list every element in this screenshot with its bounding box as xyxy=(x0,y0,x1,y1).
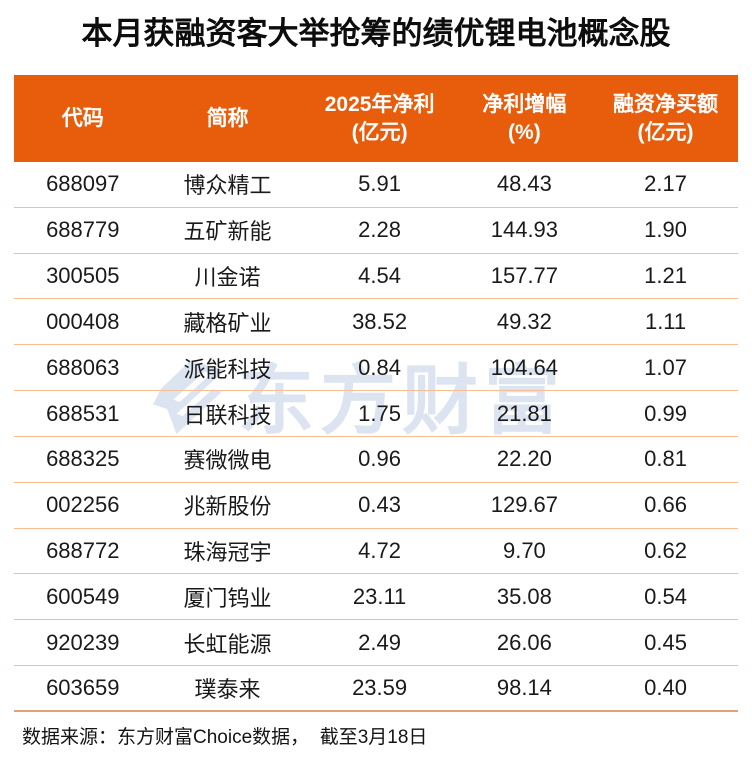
table-row: 688779 五矿新能 2.28 144.93 1.90 xyxy=(14,208,738,254)
net-profit-cell: 4.72 xyxy=(358,538,401,564)
header-profit-growth: 净利增幅 (%) xyxy=(456,75,594,162)
profit-growth-cell: 129.67 xyxy=(490,492,559,518)
profit-growth-cell: 144.93 xyxy=(490,217,559,243)
table-header-row: 代码 简称 2025年净利 (亿元) 净利增幅 (%) 融资净买额 (亿 xyxy=(14,75,738,162)
header-profit-growth-line2: (%) xyxy=(508,120,541,144)
stock-name-cell: 璞泰来 xyxy=(194,677,261,703)
stock-name-cell: 珠海冠宇 xyxy=(183,540,272,566)
stock-code-cell: 300505 xyxy=(46,263,120,289)
net-buy-cell: 0.45 xyxy=(644,629,687,655)
net-profit-cell: 5.91 xyxy=(358,171,401,197)
net-profit-cell: 2.28 xyxy=(358,217,401,243)
header-net-profit: 2025年净利 (亿元) xyxy=(304,75,456,162)
stock-name-cell: 日联科技 xyxy=(183,402,272,428)
infographic-page: 东方财富 本月获融资客大举抢筹的绩优锂电池概念股 代码 简称 2025年净利 (… xyxy=(0,12,752,773)
stock-name-cell: 博众精工 xyxy=(183,173,272,199)
header-net-buy-line1: 融资净买额 xyxy=(613,92,719,116)
profit-growth-cell: 104.64 xyxy=(490,354,559,380)
net-profit-cell: 4.54 xyxy=(358,263,401,289)
header-net-profit-line1: 2025年净利 xyxy=(324,92,435,116)
profit-growth-cell: 21.81 xyxy=(496,400,552,426)
table-row: 300505 川金诺 4.54 157.77 1.21 xyxy=(14,254,738,300)
net-profit-cell: 23.59 xyxy=(352,675,408,701)
stock-code-cell: 920239 xyxy=(46,629,120,655)
header-name: 简称 xyxy=(152,75,304,162)
net-profit-cell: 0.84 xyxy=(358,354,401,380)
profit-growth-cell: 26.06 xyxy=(496,629,552,655)
stock-name-cell: 藏格矿业 xyxy=(183,310,272,336)
stock-code-cell: 688097 xyxy=(46,171,120,197)
header-name-line1: 简称 xyxy=(206,106,249,130)
header-code-line1: 代码 xyxy=(61,106,104,130)
net-profit-cell: 0.43 xyxy=(358,492,401,518)
stock-name-cell: 派能科技 xyxy=(183,356,272,382)
stock-code-cell: 688063 xyxy=(46,354,120,380)
table-row: 603659 璞泰来 23.59 98.14 0.40 xyxy=(14,666,738,712)
net-buy-cell: 2.17 xyxy=(644,171,687,197)
stock-name-cell: 赛微微电 xyxy=(183,448,272,474)
table-row: 002256 兆新股份 0.43 129.67 0.66 xyxy=(14,483,738,529)
table-row: 688097 博众精工 5.91 48.43 2.17 xyxy=(14,162,738,208)
net-buy-cell: 0.54 xyxy=(644,583,687,609)
net-profit-cell: 2.49 xyxy=(358,629,401,655)
profit-growth-cell: 35.08 xyxy=(496,583,552,609)
header-net-profit-line2: (亿元) xyxy=(351,120,408,144)
stock-code-cell: 002256 xyxy=(46,492,120,518)
stock-name-cell: 五矿新能 xyxy=(183,219,272,245)
table-row: 688531 日联科技 1.75 21.81 0.99 xyxy=(14,391,738,437)
header-net-buy-line2: (亿元) xyxy=(637,120,694,144)
net-buy-cell: 0.66 xyxy=(644,492,687,518)
profit-growth-cell: 48.43 xyxy=(496,171,552,197)
data-source-note: 数据来源：东方财富Choice数据， 截至3月18日 xyxy=(22,727,428,748)
profit-growth-cell: 157.77 xyxy=(490,263,559,289)
stock-name-cell: 厦门钨业 xyxy=(183,585,272,611)
stock-code-cell: 600549 xyxy=(46,583,120,609)
net-buy-cell: 1.07 xyxy=(644,354,687,380)
stock-code-cell: 688531 xyxy=(46,400,120,426)
net-buy-cell: 1.11 xyxy=(644,308,687,334)
table-row: 688325 赛微微电 0.96 22.20 0.81 xyxy=(14,437,738,483)
profit-growth-cell: 9.70 xyxy=(502,538,546,564)
stock-table: 代码 简称 2025年净利 (亿元) 净利增幅 (%) 融资净买额 (亿 xyxy=(14,75,738,712)
stock-code-cell: 000408 xyxy=(46,308,120,334)
stock-code-cell: 688772 xyxy=(46,538,120,564)
net-profit-cell: 0.96 xyxy=(358,446,401,472)
net-buy-cell: 0.81 xyxy=(644,446,687,472)
net-buy-cell: 1.90 xyxy=(644,217,687,243)
header-profit-growth-line1: 净利增幅 xyxy=(482,92,567,116)
table-row: 600549 厦门钨业 23.11 35.08 0.54 xyxy=(14,574,738,621)
stock-name-cell: 兆新股份 xyxy=(183,494,272,520)
stock-code-cell: 688779 xyxy=(46,217,120,243)
header-net-buy: 融资净买额 (亿元) xyxy=(593,75,738,162)
net-buy-cell: 1.21 xyxy=(644,263,687,289)
profit-growth-cell: 22.20 xyxy=(496,446,552,472)
stock-code-cell: 688325 xyxy=(46,446,120,472)
header-code: 代码 xyxy=(14,75,152,162)
stock-name-cell: 川金诺 xyxy=(194,265,261,291)
stock-name-cell: 长虹能源 xyxy=(183,631,272,657)
net-profit-cell: 1.75 xyxy=(358,400,401,426)
table-row: 000408 藏格矿业 38.52 49.32 1.11 xyxy=(14,299,738,346)
net-buy-cell: 0.40 xyxy=(644,675,687,701)
table-row: 920239 长虹能源 2.49 26.06 0.45 xyxy=(14,620,738,667)
table-body: 688097 博众精工 5.91 48.43 2.17 688779 五矿新能 2.28 144… xyxy=(14,162,738,712)
table-row: 688772 珠海冠宇 4.72 9.70 0.62 xyxy=(14,529,738,575)
page-title: 本月获融资客大举抢筹的绩优锂电池概念股 xyxy=(81,16,671,51)
net-profit-cell: 23.11 xyxy=(352,583,407,609)
net-buy-cell: 0.62 xyxy=(644,538,687,564)
profit-growth-cell: 98.14 xyxy=(496,675,552,701)
profit-growth-cell: 49.32 xyxy=(496,308,552,334)
net-profit-cell: 38.52 xyxy=(352,308,408,334)
net-buy-cell: 0.99 xyxy=(644,400,687,426)
table-row: 688063 派能科技 0.84 104.64 1.07 xyxy=(14,345,738,392)
stock-code-cell: 603659 xyxy=(46,675,120,701)
